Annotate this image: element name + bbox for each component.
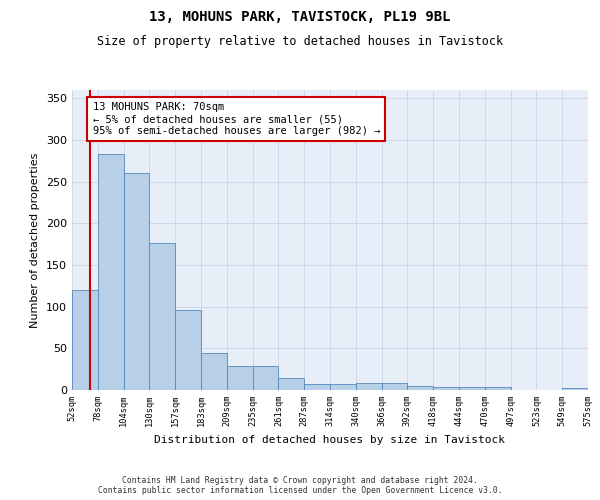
Bar [356,382,382,390]
Bar [485,386,511,390]
Bar [382,382,407,390]
Bar [124,174,149,390]
Text: 13 MOHUNS PARK: 70sqm
← 5% of detached houses are smaller (55)
95% of semi-detac: 13 MOHUNS PARK: 70sqm ← 5% of detached h… [92,102,380,136]
Bar [407,386,433,390]
Bar [253,366,278,390]
Bar [98,154,124,390]
Y-axis label: Number of detached properties: Number of detached properties [31,152,40,328]
Text: 13, MOHUNS PARK, TAVISTOCK, PL19 9BL: 13, MOHUNS PARK, TAVISTOCK, PL19 9BL [149,10,451,24]
Bar [562,388,588,390]
Bar [459,386,485,390]
Bar [227,366,253,390]
Bar [330,384,356,390]
Text: Size of property relative to detached houses in Tavistock: Size of property relative to detached ho… [97,35,503,48]
Bar [149,244,175,390]
Bar [433,386,459,390]
Bar [72,290,98,390]
Text: Distribution of detached houses by size in Tavistock: Distribution of detached houses by size … [155,435,505,445]
Bar [201,352,227,390]
Bar [304,384,330,390]
Bar [278,378,304,390]
Text: Contains HM Land Registry data © Crown copyright and database right 2024.
Contai: Contains HM Land Registry data © Crown c… [98,476,502,495]
Bar [175,310,201,390]
